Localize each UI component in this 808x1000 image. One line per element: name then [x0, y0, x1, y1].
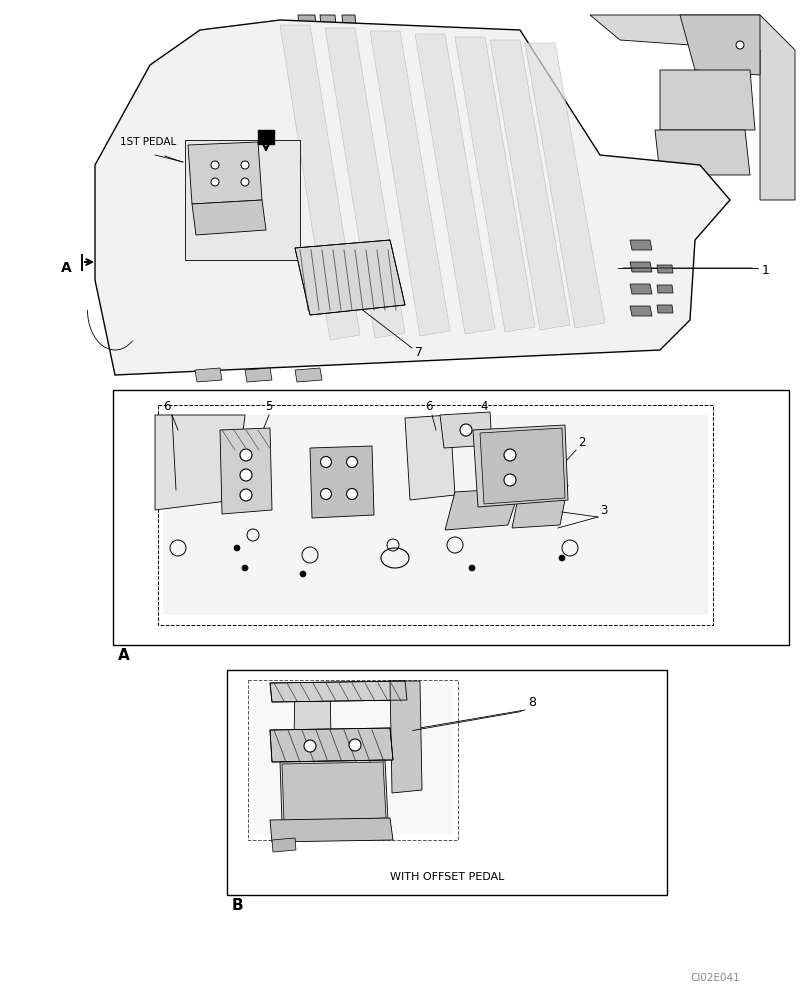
Circle shape: [240, 489, 252, 501]
Text: 4: 4: [480, 400, 487, 414]
Bar: [258, 130, 274, 144]
Polygon shape: [370, 31, 450, 336]
Polygon shape: [455, 37, 535, 332]
Circle shape: [240, 449, 252, 461]
Polygon shape: [630, 306, 652, 316]
Polygon shape: [310, 446, 374, 518]
Circle shape: [347, 456, 357, 468]
Circle shape: [504, 449, 516, 461]
Polygon shape: [163, 415, 708, 615]
Circle shape: [300, 571, 306, 577]
Polygon shape: [155, 415, 245, 510]
Polygon shape: [195, 368, 222, 382]
Polygon shape: [253, 685, 453, 835]
Circle shape: [240, 469, 252, 481]
Polygon shape: [660, 70, 755, 130]
Polygon shape: [655, 130, 750, 175]
Text: WITH OFFSET PEDAL: WITH OFFSET PEDAL: [389, 872, 504, 882]
Circle shape: [736, 41, 744, 49]
Text: 3: 3: [600, 504, 608, 516]
Polygon shape: [390, 681, 422, 793]
Polygon shape: [680, 15, 760, 75]
Polygon shape: [192, 200, 266, 235]
Text: 1: 1: [762, 263, 770, 276]
Circle shape: [469, 565, 475, 571]
Circle shape: [242, 565, 248, 571]
Circle shape: [211, 161, 219, 169]
Bar: [248, 680, 458, 840]
Polygon shape: [295, 368, 322, 382]
Text: B: B: [263, 132, 270, 142]
Polygon shape: [280, 25, 360, 340]
Text: 7: 7: [415, 346, 423, 359]
Text: 2: 2: [578, 436, 586, 450]
Circle shape: [211, 178, 219, 186]
Polygon shape: [245, 368, 272, 382]
Polygon shape: [320, 15, 350, 200]
Bar: [158, 405, 713, 625]
Polygon shape: [293, 685, 332, 792]
Polygon shape: [630, 240, 652, 250]
Polygon shape: [590, 15, 795, 200]
Polygon shape: [630, 262, 652, 272]
Circle shape: [559, 555, 565, 561]
Polygon shape: [630, 284, 652, 294]
Circle shape: [321, 456, 331, 468]
Bar: [113, 390, 789, 645]
Polygon shape: [525, 43, 605, 328]
Polygon shape: [220, 428, 272, 514]
Polygon shape: [342, 15, 368, 200]
Polygon shape: [473, 425, 568, 507]
Text: A: A: [61, 261, 71, 275]
Text: 1ST PEDAL: 1ST PEDAL: [120, 137, 176, 147]
Text: 6: 6: [425, 400, 432, 414]
Circle shape: [234, 545, 240, 551]
Polygon shape: [325, 28, 405, 338]
Circle shape: [504, 474, 516, 486]
Polygon shape: [440, 412, 492, 448]
Polygon shape: [188, 142, 262, 204]
Polygon shape: [270, 818, 393, 842]
Text: 8: 8: [528, 696, 536, 710]
Polygon shape: [95, 20, 730, 375]
Polygon shape: [415, 34, 495, 334]
Polygon shape: [490, 40, 570, 330]
Polygon shape: [480, 428, 565, 504]
Polygon shape: [270, 728, 393, 762]
Polygon shape: [512, 485, 568, 528]
Polygon shape: [270, 681, 407, 702]
Circle shape: [460, 424, 472, 436]
Circle shape: [304, 740, 316, 752]
Polygon shape: [445, 488, 520, 530]
Polygon shape: [282, 762, 386, 821]
Text: B: B: [232, 898, 244, 912]
Text: A: A: [118, 648, 130, 662]
Text: 6: 6: [163, 400, 170, 414]
Text: 5: 5: [265, 400, 272, 414]
Polygon shape: [295, 240, 405, 315]
Circle shape: [347, 488, 357, 499]
Polygon shape: [657, 265, 673, 273]
Polygon shape: [405, 415, 455, 500]
Polygon shape: [272, 838, 296, 852]
Circle shape: [321, 488, 331, 499]
Polygon shape: [280, 760, 388, 823]
Circle shape: [349, 739, 361, 751]
Polygon shape: [657, 305, 673, 313]
Polygon shape: [657, 285, 673, 293]
Text: CI02E041: CI02E041: [690, 973, 740, 983]
Bar: [185, 140, 300, 260]
Bar: [227, 670, 667, 895]
Circle shape: [241, 161, 249, 169]
Circle shape: [241, 178, 249, 186]
Polygon shape: [298, 15, 330, 200]
